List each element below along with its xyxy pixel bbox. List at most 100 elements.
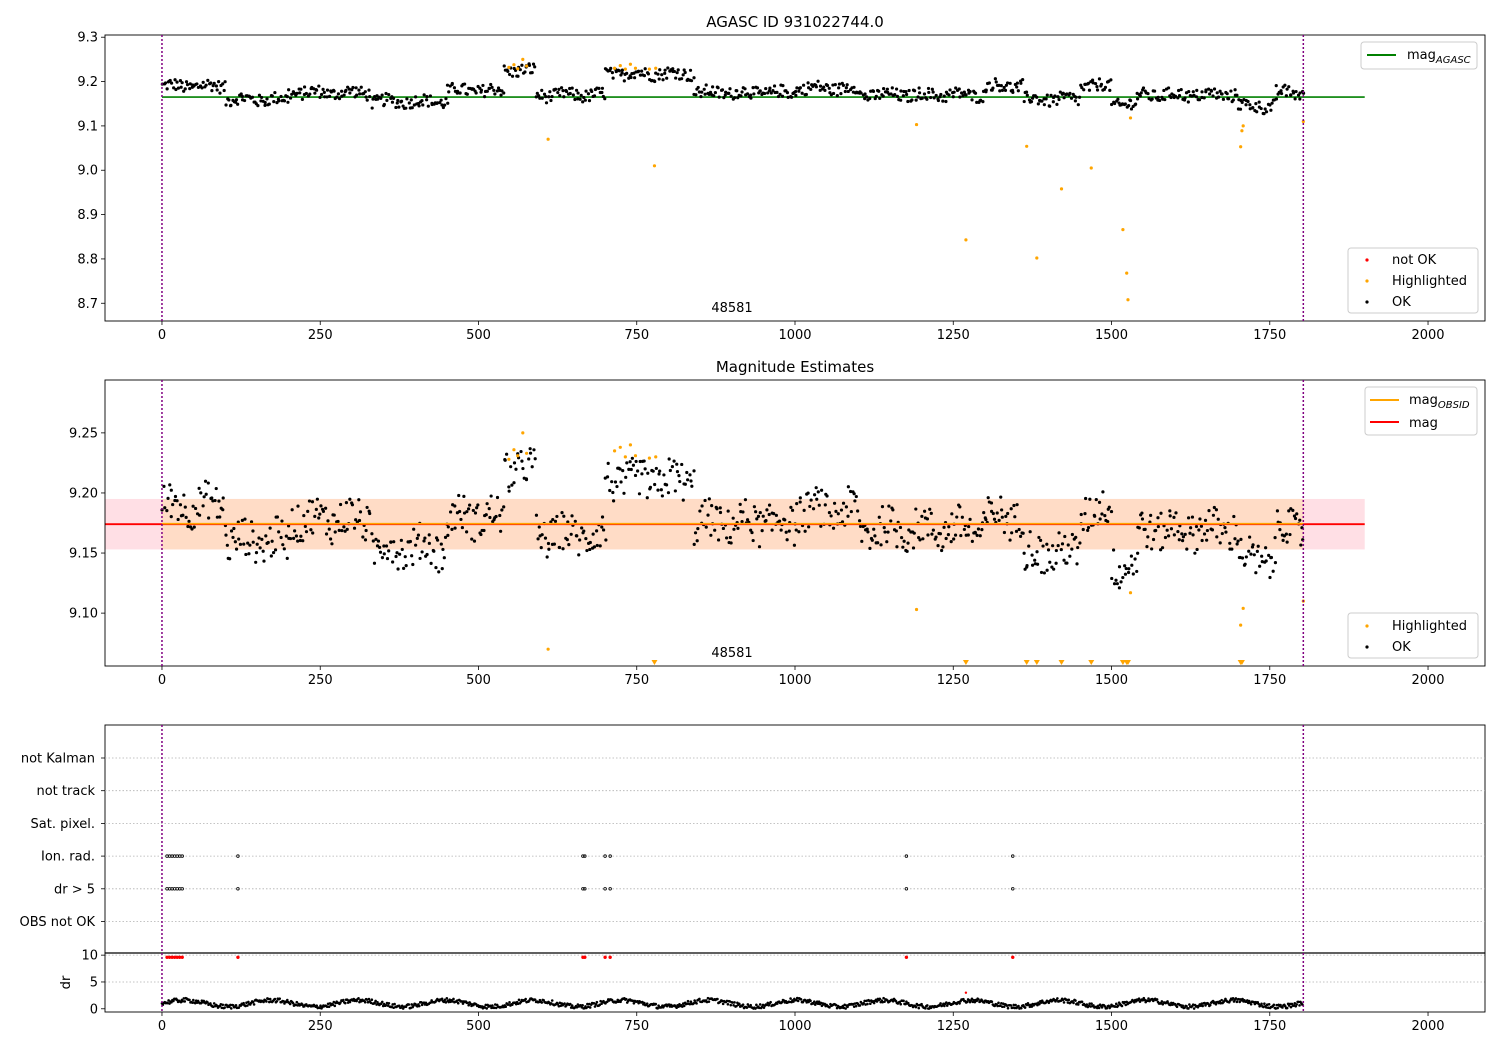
ok-point xyxy=(502,505,506,509)
panel4-xtick-label: 250 xyxy=(308,1019,333,1034)
ok-point xyxy=(1036,102,1040,106)
ok-point xyxy=(1252,553,1256,557)
ok-point xyxy=(210,496,214,500)
ok-point xyxy=(345,527,349,531)
ok-point xyxy=(680,77,684,81)
ok-point xyxy=(1121,575,1125,580)
dr-point xyxy=(357,996,360,1000)
flag-row-label: not Kalman xyxy=(21,752,95,767)
ok-point xyxy=(944,99,948,104)
ok-point xyxy=(952,537,956,541)
ok-point xyxy=(806,491,810,495)
ok-point xyxy=(224,103,228,107)
highlighted-point xyxy=(633,66,638,70)
dr-point xyxy=(975,999,978,1003)
ok-point xyxy=(237,537,241,541)
ok-point xyxy=(549,98,553,103)
ok-point xyxy=(1264,559,1268,563)
ok-point xyxy=(443,103,447,107)
ok-point xyxy=(350,503,355,507)
ok-point xyxy=(465,530,469,534)
ok-point xyxy=(324,506,328,510)
ok-point xyxy=(332,513,336,517)
ok-point xyxy=(925,97,929,101)
ok-point xyxy=(552,542,556,546)
ok-point xyxy=(860,539,864,543)
ok-point xyxy=(901,94,905,98)
ok-point xyxy=(375,94,379,98)
ok-point xyxy=(929,95,933,100)
ok-point xyxy=(1123,564,1127,568)
ok-point xyxy=(798,500,802,504)
ok-point xyxy=(510,483,514,487)
ok-point xyxy=(992,517,997,521)
ok-point xyxy=(1287,509,1291,513)
ok-point xyxy=(1291,91,1296,95)
ok-point xyxy=(893,92,897,97)
ok-point xyxy=(941,545,945,549)
dr-point xyxy=(586,1002,589,1006)
ok-point xyxy=(1106,520,1110,524)
ok-point xyxy=(794,528,798,532)
ok-point xyxy=(787,529,791,533)
ok-point xyxy=(173,78,177,82)
ok-point xyxy=(964,93,968,97)
panel4-xtick-label: 750 xyxy=(624,1019,649,1034)
ok-point xyxy=(823,503,827,507)
ok-point xyxy=(1212,505,1216,510)
flag-point xyxy=(603,887,607,891)
dr-point xyxy=(898,1000,902,1004)
ok-point xyxy=(929,511,933,515)
flag-row-label: Sat. pixel. xyxy=(31,817,95,832)
ok-point xyxy=(555,514,559,519)
ok-point xyxy=(410,554,414,558)
ok-point xyxy=(357,518,362,523)
ok-point xyxy=(598,544,602,548)
panel4-xtick-label: 1500 xyxy=(1095,1019,1128,1034)
ok-point xyxy=(718,510,723,515)
ok-point xyxy=(930,87,934,91)
ok-point xyxy=(1126,570,1131,575)
ok-point xyxy=(627,467,631,472)
ok-point xyxy=(807,525,811,529)
ok-point xyxy=(394,105,398,110)
ok-point xyxy=(798,86,802,90)
ok-point xyxy=(1186,100,1190,104)
dr-point xyxy=(1090,1002,1093,1005)
ok-point xyxy=(1065,561,1069,565)
ok-point xyxy=(304,530,309,534)
ok-point xyxy=(306,509,310,513)
ok-point xyxy=(765,508,769,512)
ok-point xyxy=(946,532,951,537)
ok-point xyxy=(257,93,262,97)
ok-point xyxy=(710,85,715,89)
ok-point xyxy=(1028,530,1032,534)
ok-point xyxy=(625,71,629,75)
ok-point xyxy=(853,499,857,503)
ok-point xyxy=(395,101,399,105)
ok-point xyxy=(1045,568,1049,572)
ok-point xyxy=(1066,543,1070,547)
ok-point xyxy=(976,527,981,531)
panel1-ytick-label: 9.0 xyxy=(77,164,98,179)
dr-point xyxy=(1001,1005,1004,1009)
ok-point xyxy=(1068,554,1072,558)
ok-point xyxy=(368,511,372,516)
ok-point xyxy=(672,69,676,74)
ok-point xyxy=(1258,564,1262,568)
ok-point xyxy=(183,87,187,91)
ok-point xyxy=(1248,535,1252,539)
ok-point xyxy=(182,89,186,93)
dr-point xyxy=(1085,1003,1089,1006)
dr-point xyxy=(862,1001,865,1005)
ok-point xyxy=(724,536,729,540)
ok-point xyxy=(1145,545,1149,549)
ok-point xyxy=(756,514,761,519)
ok-point xyxy=(845,83,849,87)
ok-point xyxy=(902,539,906,543)
ok-point xyxy=(683,482,687,486)
ok-point xyxy=(872,527,876,531)
ok-point xyxy=(807,86,811,90)
ok-point xyxy=(418,556,422,561)
ok-point xyxy=(1191,533,1195,537)
